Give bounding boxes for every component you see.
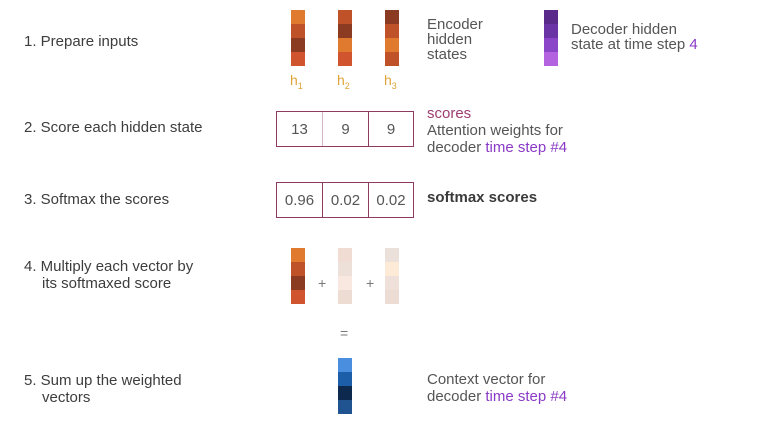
encoder-vector-h2	[338, 10, 352, 66]
vector-cell	[385, 38, 399, 52]
scores-box: 13 9 9	[276, 111, 414, 147]
vector-cell	[544, 38, 558, 52]
softmax-cell: 0.02	[323, 183, 369, 217]
softmax-legend: softmax scores	[427, 189, 538, 206]
vector-cell	[291, 262, 305, 276]
vector-cell	[338, 276, 352, 290]
vector-cell	[291, 276, 305, 290]
vector-cell	[338, 248, 352, 262]
vector-cell	[291, 10, 305, 24]
vector-cell	[544, 24, 558, 38]
vector-cell	[338, 290, 352, 304]
step-2-label: 2. Score each hidden state	[24, 119, 203, 136]
vector-cell	[385, 290, 399, 304]
step-5-label: 5. Sum up the weighted vectors	[24, 372, 182, 406]
score-cell: 9	[323, 112, 369, 146]
vector-cell	[385, 10, 399, 24]
vector-cell	[291, 52, 305, 66]
plus-sign: +	[366, 275, 375, 291]
equals-sign: =	[340, 325, 349, 341]
vector-cell	[385, 262, 399, 276]
step-4-label: 4. Multiply each vector by its softmaxed…	[24, 258, 194, 292]
vector-cell	[385, 276, 399, 290]
encoder-vector-h1	[291, 10, 305, 66]
vector-cell	[385, 24, 399, 38]
encoder-vector-h3	[385, 10, 399, 66]
score-cell: 9	[386, 120, 396, 138]
context-vector	[338, 358, 352, 414]
h1-label: h1	[290, 72, 303, 91]
decoder-legend: Decoder hidden state at time step 4	[571, 21, 698, 53]
encoder-legend: Encoder hidden states	[427, 16, 483, 63]
vector-cell	[544, 10, 558, 24]
vector-cell	[338, 358, 352, 372]
vector-cell	[291, 290, 305, 304]
weighted-vector-1	[291, 248, 305, 304]
vector-cell	[338, 386, 352, 400]
plus-sign: +	[318, 275, 327, 291]
vector-cell	[338, 10, 352, 24]
score-cell: 13	[277, 112, 323, 146]
softmax-box: 0.96 0.02 0.02	[276, 182, 414, 218]
vector-cell	[338, 24, 352, 38]
vector-cell	[291, 38, 305, 52]
vector-cell	[338, 38, 352, 52]
softmax-cell: 0.96	[277, 183, 323, 217]
step-3-label: 3. Softmax the scores	[24, 191, 170, 208]
vector-cell	[385, 248, 399, 262]
vector-cell	[338, 262, 352, 276]
weighted-vector-3	[385, 248, 399, 304]
context-legend: Context vector for decoder time step #4	[427, 371, 568, 405]
vector-cell	[385, 52, 399, 66]
h2-label: h2	[337, 72, 350, 91]
vector-cell	[338, 52, 352, 66]
step-1-label: 1. Prepare inputs	[24, 33, 139, 50]
decoder-vector	[544, 10, 558, 66]
softmax-cell: 0.02	[376, 191, 406, 209]
vector-cell	[291, 248, 305, 262]
vector-cell	[291, 24, 305, 38]
vector-cell	[544, 52, 558, 66]
scores-legend: scores Attention weights for decoder tim…	[427, 105, 568, 156]
h3-label: h3	[384, 72, 397, 91]
weighted-vector-2	[338, 248, 352, 304]
vector-cell	[338, 372, 352, 386]
vector-cell	[338, 400, 352, 414]
